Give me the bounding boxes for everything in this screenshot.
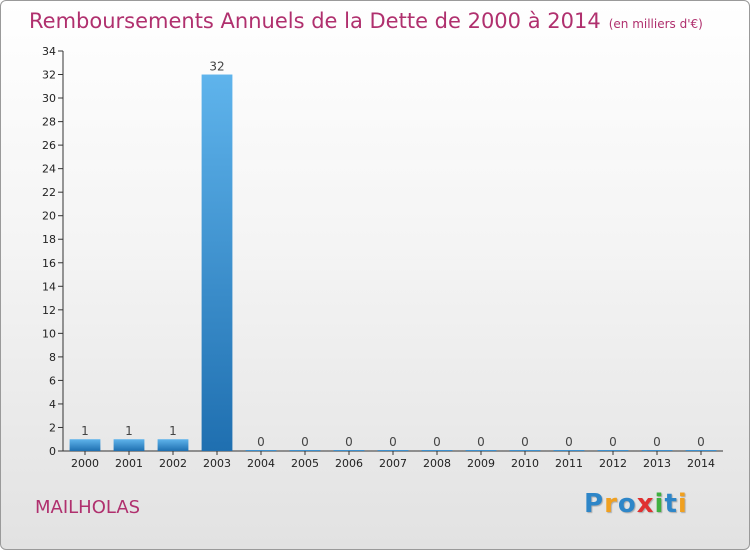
x-tick-label: 2008	[423, 457, 451, 470]
bar-value-label: 0	[697, 435, 705, 449]
y-tick-label: 6	[49, 374, 56, 387]
x-axis: 2000 2001 2002 2003 2004 2005 2006 2007 2008 2009…	[63, 450, 723, 470]
x-tick-label: 2013	[643, 457, 671, 470]
y-tick-label: 30	[42, 92, 56, 105]
bar-value-label: 0	[257, 435, 265, 449]
y-tick-label: 2	[49, 421, 56, 434]
bar	[245, 450, 277, 451]
bar-value-label: 0	[301, 435, 309, 449]
y-tick-label: 20	[42, 210, 56, 223]
y-tick-label: 32	[42, 69, 56, 82]
bar	[597, 450, 629, 451]
bar	[377, 450, 409, 451]
y-tick-label: 28	[42, 116, 56, 129]
y-tick-label: 34	[42, 45, 56, 58]
bar	[157, 439, 189, 451]
y-tick-label: 22	[42, 186, 56, 199]
bar-value-label: 1	[125, 424, 133, 438]
bar	[289, 450, 321, 451]
logo-letter: P	[584, 489, 605, 519]
bar	[509, 450, 541, 451]
bar-value-label: 0	[433, 435, 441, 449]
y-tick-label: 0	[49, 445, 56, 458]
bar-value-label: 0	[389, 435, 397, 449]
x-tick-label: 2004	[247, 457, 275, 470]
y-tick-label: 10	[42, 327, 56, 340]
bar-value-label: 0	[653, 435, 661, 449]
y-tick-label: 14	[42, 280, 56, 293]
bar-value-label: 1	[81, 424, 89, 438]
logo-letter: i	[677, 489, 688, 519]
bar	[553, 450, 585, 451]
x-tick-label: 2007	[379, 457, 407, 470]
x-tick-label: 2003	[203, 457, 231, 470]
bar-value-label: 32	[209, 60, 224, 74]
bar-value-label: 0	[521, 435, 529, 449]
y-tick-label: 18	[42, 233, 56, 246]
proxiti-logo: Proxiti	[584, 489, 688, 519]
title-text: Remboursements Annuels de la Dette de 20…	[29, 9, 601, 33]
bar	[201, 74, 233, 451]
bar-value-label: 0	[609, 435, 617, 449]
x-tick-label: 2009	[467, 457, 495, 470]
y-tick-label: 4	[49, 398, 56, 411]
bar-value-label: 0	[477, 435, 485, 449]
bar	[69, 439, 101, 451]
bar	[333, 450, 365, 451]
commune-name: MAILHOLAS	[35, 497, 141, 518]
x-tick-label: 2000	[71, 457, 99, 470]
logo-letter: o	[617, 489, 637, 519]
x-tick-label: 2005	[291, 457, 319, 470]
x-tick-label: 2002	[159, 457, 187, 470]
y-tick-label: 26	[42, 139, 56, 152]
bar	[113, 439, 145, 451]
x-tick-label: 2001	[115, 457, 143, 470]
x-tick-label: 2011	[555, 457, 583, 470]
logo-letter: x	[636, 489, 655, 519]
y-tick-label: 24	[42, 163, 56, 176]
bar-value-label: 0	[345, 435, 353, 449]
x-tick-label: 2006	[335, 457, 363, 470]
bar	[465, 450, 497, 451]
chart-title: Remboursements Annuels de la Dette de 20…	[29, 9, 703, 33]
logo-letter: r	[604, 489, 618, 519]
y-tick-label: 8	[49, 351, 56, 364]
x-tick-label: 2012	[599, 457, 627, 470]
value-labels-group: 1 1 1 32 0 0 0 0 0 0 0 0 0 0 0	[81, 60, 705, 449]
y-tick-label: 16	[42, 257, 56, 270]
y-tick-label: 12	[42, 304, 56, 317]
bar-value-label: 1	[169, 424, 177, 438]
bar	[685, 450, 717, 451]
bar-value-label: 0	[565, 435, 573, 449]
chart-subtitle: (en milliers d'€)	[608, 17, 703, 31]
logo-letter: i	[654, 489, 665, 519]
bars-group	[69, 74, 717, 451]
bar	[421, 450, 453, 451]
logo-letter: t	[664, 489, 678, 519]
x-tick-label: 2010	[511, 457, 539, 470]
x-tick-label: 2014	[687, 457, 715, 470]
bar	[641, 450, 673, 451]
